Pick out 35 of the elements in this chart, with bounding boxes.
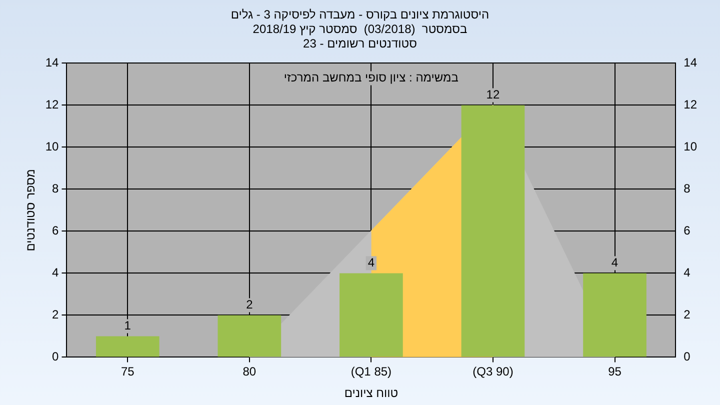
x-axis-title: טווח ציונים bbox=[344, 386, 398, 400]
y-tick-label: 8 bbox=[52, 182, 60, 196]
data-label: 4 bbox=[368, 256, 375, 270]
data-label: 4 bbox=[611, 256, 618, 270]
y2-tick-label: 2 bbox=[684, 308, 691, 322]
y2-tick-label: 0 bbox=[684, 350, 691, 364]
bar bbox=[96, 336, 160, 357]
y2-tick-label: 8 bbox=[684, 182, 691, 196]
annotation: במשימה : ציון סופי במחשב המרכזי bbox=[284, 70, 458, 85]
y2-tick-label: 12 bbox=[684, 98, 698, 112]
x-tick-label: 80 bbox=[242, 364, 256, 379]
x-tick-label: (Q1 85) bbox=[350, 364, 392, 379]
bar bbox=[583, 273, 646, 357]
y2-tick-label: 4 bbox=[684, 266, 691, 280]
y-tick-label: 2 bbox=[52, 308, 60, 322]
y-tick-label: 10 bbox=[45, 140, 60, 154]
y2-tick-label: 6 bbox=[684, 224, 691, 238]
y-tick-label: 12 bbox=[45, 98, 60, 112]
y-tick-label: 4 bbox=[52, 266, 60, 280]
chart-subtitle: בסמסטר (03/2018) סמסטר קיץ 2018/19 סטודנטים רשומים - 23 bbox=[252, 22, 468, 50]
bar bbox=[218, 315, 282, 357]
chart-title: היסטוגרמת ציונים בקורס - מעבדה לפיסיקה 3 - גלים bbox=[230, 8, 490, 22]
y2-tick-label: 14 bbox=[684, 56, 698, 70]
y-tick-label: 14 bbox=[45, 56, 60, 70]
x-tick-label: (Q3 90) bbox=[472, 364, 514, 379]
data-label: 1 bbox=[124, 318, 132, 333]
data-label: 12 bbox=[486, 88, 500, 102]
y-axis-title: מספר סטודנטים bbox=[24, 169, 38, 252]
x-tick-label: 75 bbox=[120, 364, 135, 379]
y2-tick-label: 10 bbox=[684, 140, 698, 154]
y-tick-label: 0 bbox=[52, 350, 60, 364]
x-tick-label: 95 bbox=[608, 364, 622, 379]
data-label: 2 bbox=[246, 298, 254, 312]
bar bbox=[340, 273, 403, 357]
y-tick-label: 6 bbox=[52, 224, 60, 238]
